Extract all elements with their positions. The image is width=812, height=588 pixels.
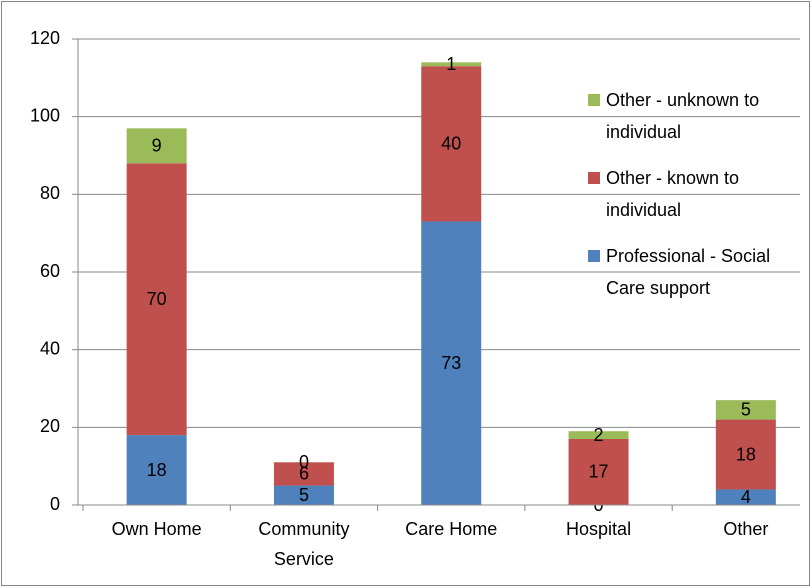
bar-segment xyxy=(715,489,776,505)
data-label: 70 xyxy=(147,289,167,309)
y-tick-label: 40 xyxy=(40,338,60,358)
bar-segment xyxy=(126,128,187,164)
bar-segment xyxy=(568,431,629,439)
y-tick-label: 20 xyxy=(40,416,60,436)
data-label: 6 xyxy=(299,464,309,484)
x-tick-label: Hospital xyxy=(566,519,632,539)
legend-swatch xyxy=(588,172,600,184)
legend-label: Professional - Social Care support xyxy=(606,246,771,298)
data-label: 5 xyxy=(299,485,309,505)
bar-segment xyxy=(421,66,482,222)
y-tick-label: 120 xyxy=(30,28,60,48)
legend-item: Professional - Social Care support xyxy=(588,240,803,304)
y-tick-label: 80 xyxy=(40,183,60,203)
legend-item: Other - unknown to individual xyxy=(588,84,803,148)
x-tick-label: Other xyxy=(723,519,769,539)
bar-segment xyxy=(568,438,629,505)
bar-segment xyxy=(715,400,776,420)
legend-label: Other - known to individual xyxy=(606,168,740,220)
y-tick-label: 100 xyxy=(30,105,60,125)
legend-label: Other - unknown to individual xyxy=(606,90,760,142)
x-tick-label: Own Home xyxy=(111,519,202,539)
bar-segment xyxy=(421,221,482,505)
y-tick-label: 60 xyxy=(40,261,60,281)
data-label: 1 xyxy=(446,54,456,74)
data-label: 73 xyxy=(441,353,461,373)
bar-segment xyxy=(715,419,776,490)
bar-segment xyxy=(273,485,334,505)
x-tick-label: Care Home xyxy=(405,519,498,539)
legend-swatch xyxy=(588,250,600,262)
data-label: 18 xyxy=(736,444,756,464)
data-label: 0 xyxy=(299,452,309,472)
data-label: 2 xyxy=(594,425,604,445)
data-label: 4 xyxy=(741,487,751,507)
data-label: 9 xyxy=(152,136,162,156)
y-tick-label: 0 xyxy=(50,494,60,514)
data-label: 17 xyxy=(589,462,609,482)
legend-item: Other - known to individual xyxy=(588,162,803,226)
legend-swatch xyxy=(588,94,600,106)
bar-segment xyxy=(273,462,334,486)
bar-segment xyxy=(126,435,187,505)
data-label: 18 xyxy=(147,460,167,480)
data-label: 5 xyxy=(741,400,751,420)
x-tick-label: Community Service xyxy=(258,519,350,569)
bar-segment xyxy=(126,163,187,436)
data-label: 40 xyxy=(441,134,461,154)
bar-segment xyxy=(421,62,482,67)
